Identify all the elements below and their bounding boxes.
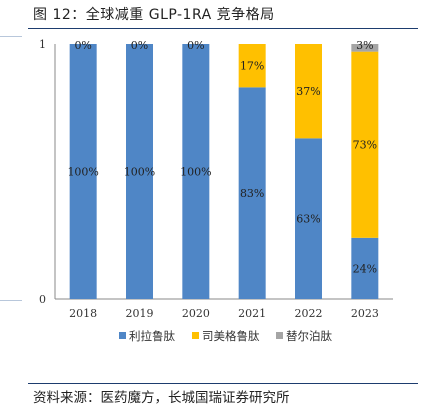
- legend-swatch: [276, 332, 283, 339]
- bar-segment: [238, 87, 266, 299]
- x-tick-label: 2021: [238, 307, 266, 320]
- data-label: 0%: [74, 39, 91, 52]
- legend-label: 利拉鲁肽: [129, 329, 175, 343]
- data-label: 0%: [131, 39, 148, 52]
- data-label: 100%: [67, 166, 98, 179]
- x-tick-label: 2018: [69, 307, 97, 320]
- data-label: 73%: [353, 139, 377, 152]
- x-tick-label: 2023: [351, 307, 379, 320]
- source-rule: [28, 383, 418, 384]
- legend-swatch: [192, 332, 199, 339]
- y-tick-label: 1: [39, 38, 46, 51]
- title-rule: [28, 28, 418, 29]
- data-label: 3%: [356, 39, 373, 52]
- data-label: 37%: [296, 85, 320, 98]
- data-label: 83%: [240, 187, 264, 200]
- legend-label: 司美格鲁肽: [202, 329, 260, 343]
- source-note: 资料来源：医药魔方，长城国瑞证券研究所: [33, 390, 290, 406]
- x-tick-label: 2019: [126, 307, 154, 320]
- data-label: 0%: [187, 39, 204, 52]
- bar-segment: [351, 44, 379, 52]
- bar-segment: [126, 44, 153, 299]
- x-tick-label: 2022: [295, 307, 323, 320]
- bar-segment: [182, 44, 210, 299]
- bar-segment: [295, 44, 322, 139]
- data-label: 100%: [180, 166, 211, 179]
- legend-label: 替尔泊肽: [286, 329, 332, 343]
- data-label: 24%: [353, 262, 377, 275]
- bar-segment: [351, 237, 379, 299]
- y-tick-label: 0: [39, 293, 46, 306]
- data-label: 63%: [296, 213, 320, 226]
- bar-segment: [69, 44, 97, 299]
- data-label: 100%: [124, 166, 155, 179]
- left-divider-bottom: [0, 300, 22, 301]
- chart-title: 图 12：全球减重 GLP-1RA 竞争格局: [33, 7, 275, 23]
- left-divider-top: [0, 36, 22, 37]
- x-tick-label: 2020: [182, 307, 210, 320]
- legend-swatch: [119, 332, 126, 339]
- bar-segment: [238, 44, 266, 88]
- data-label: 17%: [240, 60, 264, 73]
- bar-segment: [295, 138, 322, 299]
- stacked-bar-chart: 0 1 100% 0% 2018 100% 0% 2019 100% 0% 2020 83% 17% 20…: [39, 38, 393, 343]
- bar-segment: [351, 51, 379, 238]
